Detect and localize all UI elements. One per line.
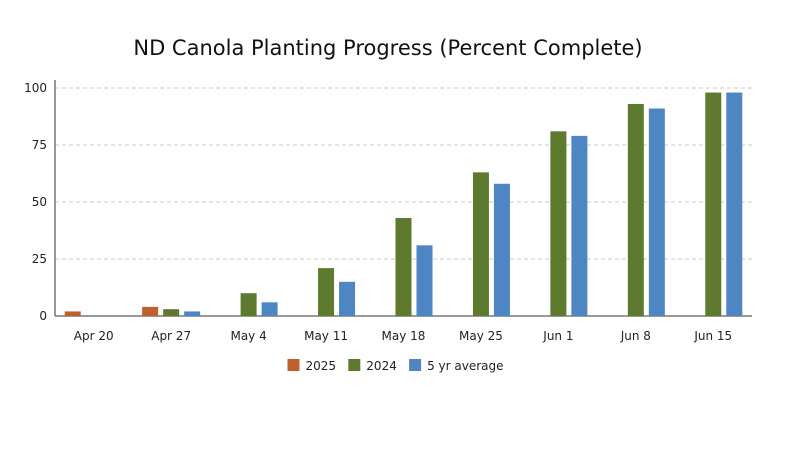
x-tick-label: Apr 27 — [151, 329, 191, 343]
bar-2024 — [318, 268, 335, 316]
bar-2025 — [142, 306, 159, 316]
bar-5-yr-average — [416, 245, 433, 316]
x-tick-label: May 25 — [459, 329, 503, 343]
bar-5-yr-average — [726, 92, 743, 316]
bar-2024 — [240, 293, 257, 316]
bar-2024 — [705, 92, 722, 316]
y-tick-label: 50 — [32, 195, 47, 209]
y-tick-label: 25 — [32, 252, 47, 266]
x-tick-label: May 11 — [304, 329, 348, 343]
legend-swatch — [348, 359, 361, 371]
bar-5-yr-average — [184, 311, 201, 316]
legend-swatch — [409, 359, 422, 371]
y-tick-label: 0 — [39, 309, 47, 323]
bar-5-yr-average — [261, 302, 278, 316]
bar-2024 — [395, 217, 412, 316]
legend-label: 2024 — [366, 359, 397, 373]
chart-title: ND Canola Planting Progress (Percent Com… — [133, 36, 643, 60]
bar-5-yr-average — [648, 108, 665, 317]
x-tick-label: May 4 — [230, 329, 266, 343]
bar-5-yr-average — [571, 135, 588, 316]
x-tick-label: Jun 8 — [620, 329, 651, 343]
bar-2024 — [550, 131, 567, 316]
bar-2024 — [472, 172, 489, 316]
legend-label: 2025 — [306, 359, 337, 373]
bar-2024 — [627, 103, 644, 317]
bar-5-yr-average — [493, 183, 510, 316]
y-tick-label: 100 — [24, 81, 47, 95]
x-tick-label: Jun 1 — [542, 329, 573, 343]
bar-2024 — [163, 309, 180, 316]
legend-swatch — [287, 359, 300, 371]
x-tick-label: May 18 — [382, 329, 426, 343]
y-tick-label: 75 — [32, 138, 47, 152]
x-tick-label: Apr 20 — [74, 329, 114, 343]
legend-label: 5 yr average — [427, 359, 503, 373]
bar-2025 — [64, 311, 81, 316]
bar-5-yr-average — [339, 281, 356, 316]
x-tick-label: Jun 15 — [693, 329, 732, 343]
